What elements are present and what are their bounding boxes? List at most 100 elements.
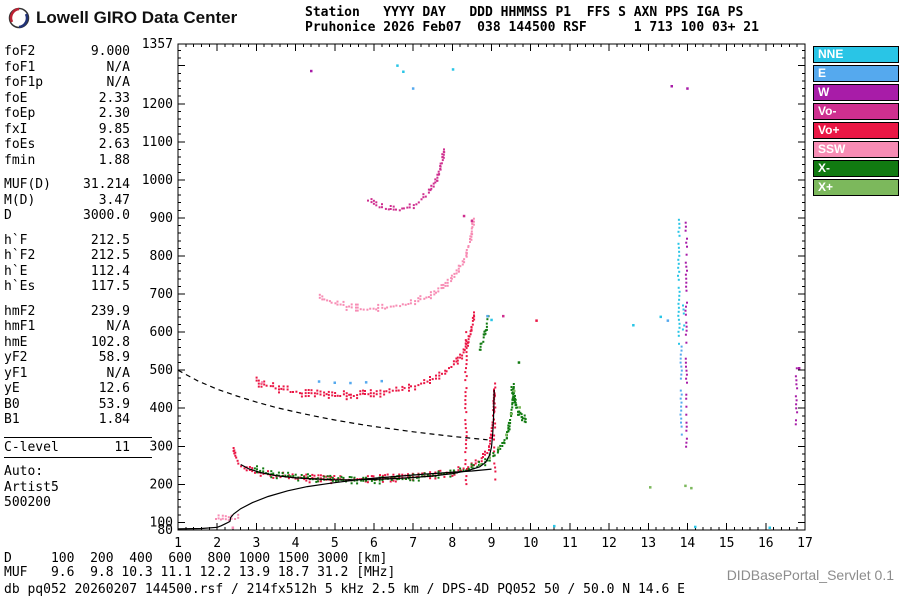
param-value: N/A	[106, 59, 130, 75]
param-label: 500200	[4, 495, 51, 510]
series-W	[310, 69, 801, 448]
param-value: 11	[114, 439, 130, 455]
param-label: D	[4, 208, 12, 223]
param-row-500200: 500200	[4, 495, 130, 511]
param-row-clevel: C-level 11	[4, 440, 130, 456]
param-row-foes: foEs 2.63	[4, 137, 130, 153]
param-label: foF1	[4, 59, 36, 75]
param-label: foE	[4, 90, 28, 106]
series-NNE	[396, 64, 771, 529]
param-label: yF2	[4, 350, 28, 365]
legend-item-x+: X+	[813, 179, 899, 196]
param-label: B0	[4, 396, 20, 412]
legend-item-e: E	[813, 65, 899, 82]
y-tick-label: 100	[150, 515, 173, 530]
param-label: foF1p	[4, 75, 44, 90]
param-row-fof1p: foF1p N/A	[4, 75, 130, 91]
param-value: N/A	[106, 75, 130, 90]
y-tick-label: 500	[150, 363, 173, 378]
param-value: N/A	[106, 365, 130, 381]
x-tick-label: 9	[488, 536, 496, 551]
y-tick-label: 300	[150, 439, 173, 454]
param-label: C-level	[4, 439, 59, 455]
curve-true-height-profile	[177, 468, 492, 530]
param-label: yE	[4, 381, 20, 396]
param-group: foF2 9.000 foF1 N/A foF1p N/A foE 2.33 foEp 2.30 f…	[4, 44, 156, 168]
param-value: 239.9	[90, 303, 130, 319]
param-label: B1	[4, 412, 20, 427]
distance-muf-table: D 100 200 400 600 800 1000 1500 3000 [km…	[4, 552, 395, 580]
param-row-hmf2: hmF2 239.9	[4, 304, 130, 320]
x-tick-label: 12	[601, 536, 617, 551]
param-value: 12.6	[98, 381, 130, 396]
param-row-hf2: h`F2 212.5	[4, 248, 130, 264]
curve-fitted-trace	[240, 389, 495, 481]
param-value: 3.47	[98, 192, 130, 208]
param-value: 212.5	[90, 248, 130, 263]
param-group: h`F 212.5 h`F2 212.5 h`E 112.4 h`Es 117.5	[4, 233, 156, 295]
param-label: Auto:	[4, 464, 44, 479]
status-bar: db pq052 20260207 144500.rsf / 214fx512h…	[4, 582, 685, 597]
lowell-giro-logo[interactable]: Lowell GIRO Data Center	[8, 7, 237, 29]
param-value: 2.33	[98, 90, 130, 106]
legend-item-nne: NNE	[813, 46, 899, 63]
x-tick-label: 6	[370, 536, 378, 551]
param-row-hme: hmE 102.8	[4, 335, 130, 351]
legend-item-ssw: SSW	[813, 141, 899, 158]
x-tick-label: 1	[174, 536, 182, 551]
param-value: 3000.0	[83, 208, 130, 223]
param-row-fmin: fmin 1.88	[4, 153, 130, 169]
param-group: hmF2 239.9 hmF1 N/A hmE 102.8 yF2 58.9 yF1 N/A yE 1…	[4, 304, 156, 428]
x-tick-label: 11	[562, 536, 578, 551]
curve-muf-transmission-curve	[177, 369, 488, 441]
station-header-values: Pruhonice 2026 Feb07 038 144500 RSF 1 71…	[305, 20, 759, 35]
parameter-panel: foF2 9.000 foF1 N/A foF1p N/A foE 2.33 foEp 2.30 f…	[4, 44, 156, 520]
doppler-direction-legend: NNE E W Vo- Vo+ SSW X- X+	[813, 46, 899, 198]
param-group: Auto: Artist5 500200	[4, 464, 156, 511]
x-tick-label: 3	[252, 536, 260, 551]
param-label: Artist5	[4, 479, 59, 495]
param-row-fof2: foF2 9.000	[4, 44, 130, 60]
param-label: MUF(D)	[4, 177, 51, 192]
param-value: 212.5	[90, 232, 130, 248]
y-tick-label: 600	[150, 325, 173, 340]
param-label: h`Es	[4, 279, 36, 294]
y-tick-label: 200	[150, 477, 173, 492]
param-value: 102.8	[90, 334, 130, 350]
series-E	[317, 87, 683, 436]
param-row-hmf1: hmF1 N/A	[4, 319, 130, 335]
x-tick-label: 7	[409, 536, 417, 551]
y-tick-label: 1200	[142, 97, 173, 112]
param-row-mufd: MUF(D) 31.214	[4, 177, 130, 193]
param-label: fmin	[4, 152, 36, 168]
y-tick-label: 1000	[142, 173, 173, 188]
param-value: 58.9	[98, 350, 130, 365]
param-row-foep: foEp 2.30	[4, 106, 130, 122]
param-row-yf2: yF2 58.9	[4, 350, 130, 366]
param-value: 2.63	[98, 137, 130, 152]
param-row-hes: h`Es 117.5	[4, 279, 130, 295]
confidence-level-group: C-level 11	[4, 436, 152, 458]
param-label: foF2	[4, 44, 36, 59]
param-value: 31.214	[83, 177, 130, 192]
param-value: 1.88	[98, 152, 130, 168]
y-tick-label: 700	[150, 287, 173, 302]
x-axis: 1 2 3 4 5 6 7 8 9 10 11 12 13 14 15 16 17	[174, 44, 813, 551]
x-tick-label: 8	[448, 536, 456, 551]
param-row-md: M(D) 3.47	[4, 193, 130, 209]
station-header-columns: Station YYYY DAY DDD HHMMSS P1 FFS S AXN…	[305, 5, 744, 20]
param-row-ye: yE 12.6	[4, 381, 130, 397]
series-Vo-	[367, 148, 505, 318]
param-label: fxI	[4, 121, 28, 137]
x-tick-label: 16	[758, 536, 774, 551]
param-row-b0: B0 53.9	[4, 397, 130, 413]
param-label: M(D)	[4, 192, 36, 208]
param-value: 112.4	[90, 263, 130, 279]
series-X+	[479, 389, 693, 490]
param-row-fxi: fxI 9.85	[4, 122, 130, 138]
plot-frame	[177, 43, 806, 531]
legend-item-x-: X-	[813, 160, 899, 177]
param-row-b1: B1 1.84	[4, 412, 130, 428]
param-label: hmE	[4, 334, 28, 350]
